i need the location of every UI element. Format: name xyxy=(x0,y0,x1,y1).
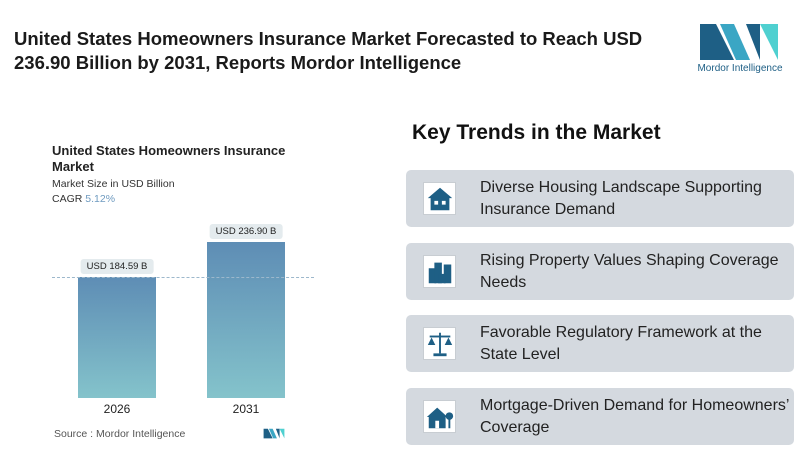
trend-text: Rising Property Values Shaping Coverage … xyxy=(480,252,779,291)
trend-card: Diverse Housing Landscape Supporting Ins… xyxy=(406,170,794,227)
cagr-value: 5.12% xyxy=(85,193,116,205)
source-text: Source : Mordor Intelligence xyxy=(54,428,186,440)
x-tick-label: 2026 xyxy=(103,402,131,416)
house-tree-icon xyxy=(423,400,456,433)
bar-2026 xyxy=(78,277,156,398)
mordor-logo: Mordor Intelligence xyxy=(694,18,784,80)
cagr: CAGR 5.12% xyxy=(52,193,115,205)
trends-title: Key Trends in the Market xyxy=(412,121,661,144)
buildings-icon xyxy=(423,255,456,288)
small-logo-icon xyxy=(263,428,285,439)
page-title: United States Homeowners Insurance Marke… xyxy=(14,28,643,73)
x-tick-label: 2031 xyxy=(232,402,260,416)
trend-card: Favorable Regulatory Framework at the St… xyxy=(406,315,794,372)
chart-subtitle: Market Size in USD Billion xyxy=(52,178,175,190)
logo-mark-icon xyxy=(700,24,778,60)
house-icon xyxy=(423,182,456,215)
trend-card: Mortgage-Driven Demand for Homeowners’ C… xyxy=(406,388,794,445)
cagr-label: CAGR xyxy=(52,193,83,205)
trend-text: Mortgage-Driven Demand for Homeowners’ C… xyxy=(480,397,789,436)
chart-title: United States Homeowners Insurance Marke… xyxy=(52,143,286,174)
data-label: USD 236.90 B xyxy=(209,224,283,239)
scales-icon xyxy=(423,327,456,360)
trend-text: Favorable Regulatory Framework at the St… xyxy=(480,324,762,363)
bar-2031 xyxy=(207,242,285,398)
trend-card: Rising Property Values Shaping Coverage … xyxy=(406,243,794,300)
trend-text: Diverse Housing Landscape Supporting Ins… xyxy=(480,179,762,218)
reference-line xyxy=(52,277,314,278)
logo-text: Mordor Intelligence xyxy=(697,63,783,74)
data-label: USD 184.59 B xyxy=(80,259,154,274)
